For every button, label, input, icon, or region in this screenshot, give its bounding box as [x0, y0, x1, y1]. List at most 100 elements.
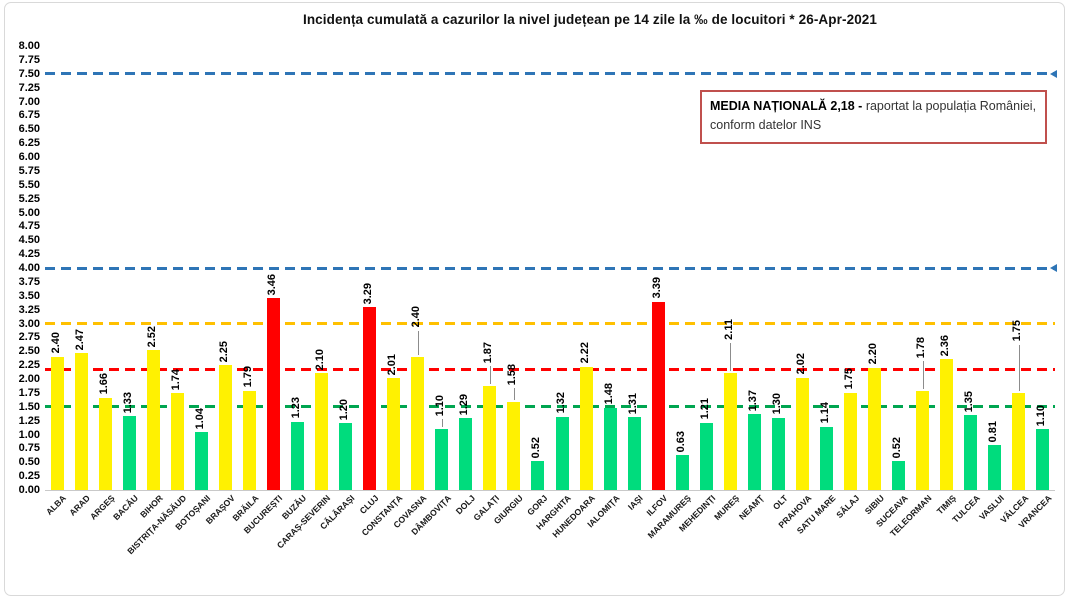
- bar-value-label: 1.23: [290, 397, 302, 419]
- bar-value-label: 1.75: [843, 368, 856, 390]
- bar-value-label: 1.14: [819, 402, 832, 424]
- bar-alba: [50, 356, 64, 490]
- bar-buzău: [291, 421, 304, 490]
- bar-value-label: 1.10: [434, 394, 447, 416]
- y-tick-label: 4.75: [18, 220, 40, 233]
- y-tick-label: 0.00: [18, 484, 40, 496]
- bar-value-label: 1.30: [770, 393, 783, 415]
- bar-gorj: [531, 461, 545, 490]
- y-tick-label: 0.25: [18, 470, 40, 483]
- bar-mehedinți: [699, 422, 713, 490]
- bar-ialomița: [603, 407, 617, 490]
- y-tick-label: 0.50: [18, 456, 40, 469]
- reference-line-4: [45, 266, 1055, 270]
- y-tick-label: 1.00: [18, 428, 40, 441]
- y-tick-label: 5.50: [18, 178, 40, 191]
- bar-caraș-severin: [315, 373, 329, 490]
- bar-value-label: 1.74: [169, 369, 182, 391]
- value-label-leader: [417, 330, 419, 355]
- bar-vaslui: [988, 445, 1002, 490]
- y-tick-label: 6.00: [18, 151, 40, 163]
- y-tick-label: 4.00: [18, 262, 40, 274]
- y-tick-label: 5.25: [18, 192, 40, 205]
- chart-title: Incidența cumulată a cazurilor la nivel …: [302, 12, 878, 27]
- x-axis-line: [45, 490, 1055, 491]
- reference-line-2.18: [45, 367, 1055, 371]
- bar-dolj: [459, 418, 473, 490]
- bar-value-label: 1.04: [193, 407, 206, 430]
- y-tick-label: 3.00: [18, 317, 40, 330]
- bar-sălaj: [844, 392, 858, 490]
- bar-timiș: [940, 359, 954, 490]
- bar-călărași: [339, 423, 353, 490]
- y-tick-label: 6.75: [18, 109, 40, 122]
- x-category-label: IAȘI: [626, 493, 646, 512]
- bar-bihor: [146, 350, 160, 490]
- y-tick-label: 1.25: [18, 414, 40, 427]
- x-category-label: OLT: [770, 493, 790, 512]
- bar-ilfov: [651, 301, 665, 490]
- value-label-leader: [1018, 344, 1020, 391]
- bar-dâmbovița: [435, 428, 449, 490]
- bar-value-label: 2.10: [314, 349, 327, 371]
- bar-value-label: 1.78: [915, 336, 928, 359]
- bar-constanța: [387, 378, 401, 490]
- bar-cluj: [363, 307, 377, 490]
- y-tick-label: 2.75: [18, 331, 40, 344]
- x-category-label: ALBA: [44, 493, 69, 517]
- bar-value-label: 1.87: [482, 341, 495, 364]
- bar-covasna: [411, 356, 425, 490]
- bar-value-label: 2.20: [867, 343, 880, 365]
- bar-botoșani: [194, 432, 208, 490]
- y-tick-label: 7.25: [18, 81, 40, 94]
- bar-value-label: 2.36: [939, 334, 952, 357]
- bar-sibiu: [868, 367, 882, 490]
- bar-value-label: 1.20: [338, 398, 351, 421]
- y-tick-label: 3.75: [18, 275, 40, 288]
- bar-olt: [771, 417, 785, 490]
- bar-vrancea: [1036, 428, 1050, 490]
- y-tick-label: 0.75: [18, 442, 40, 455]
- bar-value-label: 1.37: [746, 389, 759, 411]
- bar-value-label: 1.29: [458, 393, 471, 416]
- bar-value-label: 0.63: [674, 430, 687, 453]
- bar-harghita: [555, 416, 569, 490]
- bar-value-label: 2.47: [73, 328, 86, 350]
- bar-brașov: [218, 365, 232, 490]
- bar-value-label: 1.58: [506, 363, 519, 386]
- bar-value-label: 2.01: [386, 354, 399, 376]
- y-tick-label: 7.00: [18, 95, 40, 108]
- bar-satu mare: [820, 426, 834, 490]
- x-category-label: SĂLAJ: [834, 493, 862, 521]
- bar-bacău: [122, 416, 136, 490]
- reference-line-1.5: [45, 405, 1055, 409]
- bar-vâlcea: [1012, 392, 1026, 490]
- bar-value-label: 3.29: [362, 282, 375, 305]
- bar-prahova: [796, 377, 809, 490]
- y-tick-label: 6.50: [18, 123, 40, 136]
- bar-value-label: 1.21: [698, 398, 711, 420]
- x-category-label: MUREȘ: [712, 493, 742, 523]
- bar-value-label: 3.46: [265, 273, 278, 295]
- bar-value-label: 2.22: [578, 342, 591, 364]
- x-category-label: ARGEȘ: [87, 493, 117, 522]
- bar-maramureș: [675, 455, 689, 490]
- bar-suceava: [892, 461, 906, 490]
- bar-value-label: 2.40: [49, 332, 62, 354]
- bar-value-label: 2.52: [145, 325, 158, 348]
- y-tick-label: 8.00: [18, 40, 40, 52]
- bar-teleorman: [916, 391, 930, 490]
- reference-line-3: [45, 322, 1055, 325]
- bar-value-label: 1.32: [554, 392, 567, 414]
- bar-value-label: 1.75: [1011, 320, 1024, 342]
- bar-neamț: [747, 413, 761, 490]
- bar-tulcea: [964, 415, 978, 490]
- bar-arad: [74, 352, 88, 490]
- value-label-leader: [513, 388, 515, 401]
- y-tick-label: 3.25: [18, 303, 40, 316]
- y-tick-label: 7.50: [18, 67, 40, 80]
- bar-value-label: 0.81: [987, 420, 1000, 443]
- bar-brăila: [242, 390, 256, 490]
- y-tick-label: 7.75: [18, 53, 40, 66]
